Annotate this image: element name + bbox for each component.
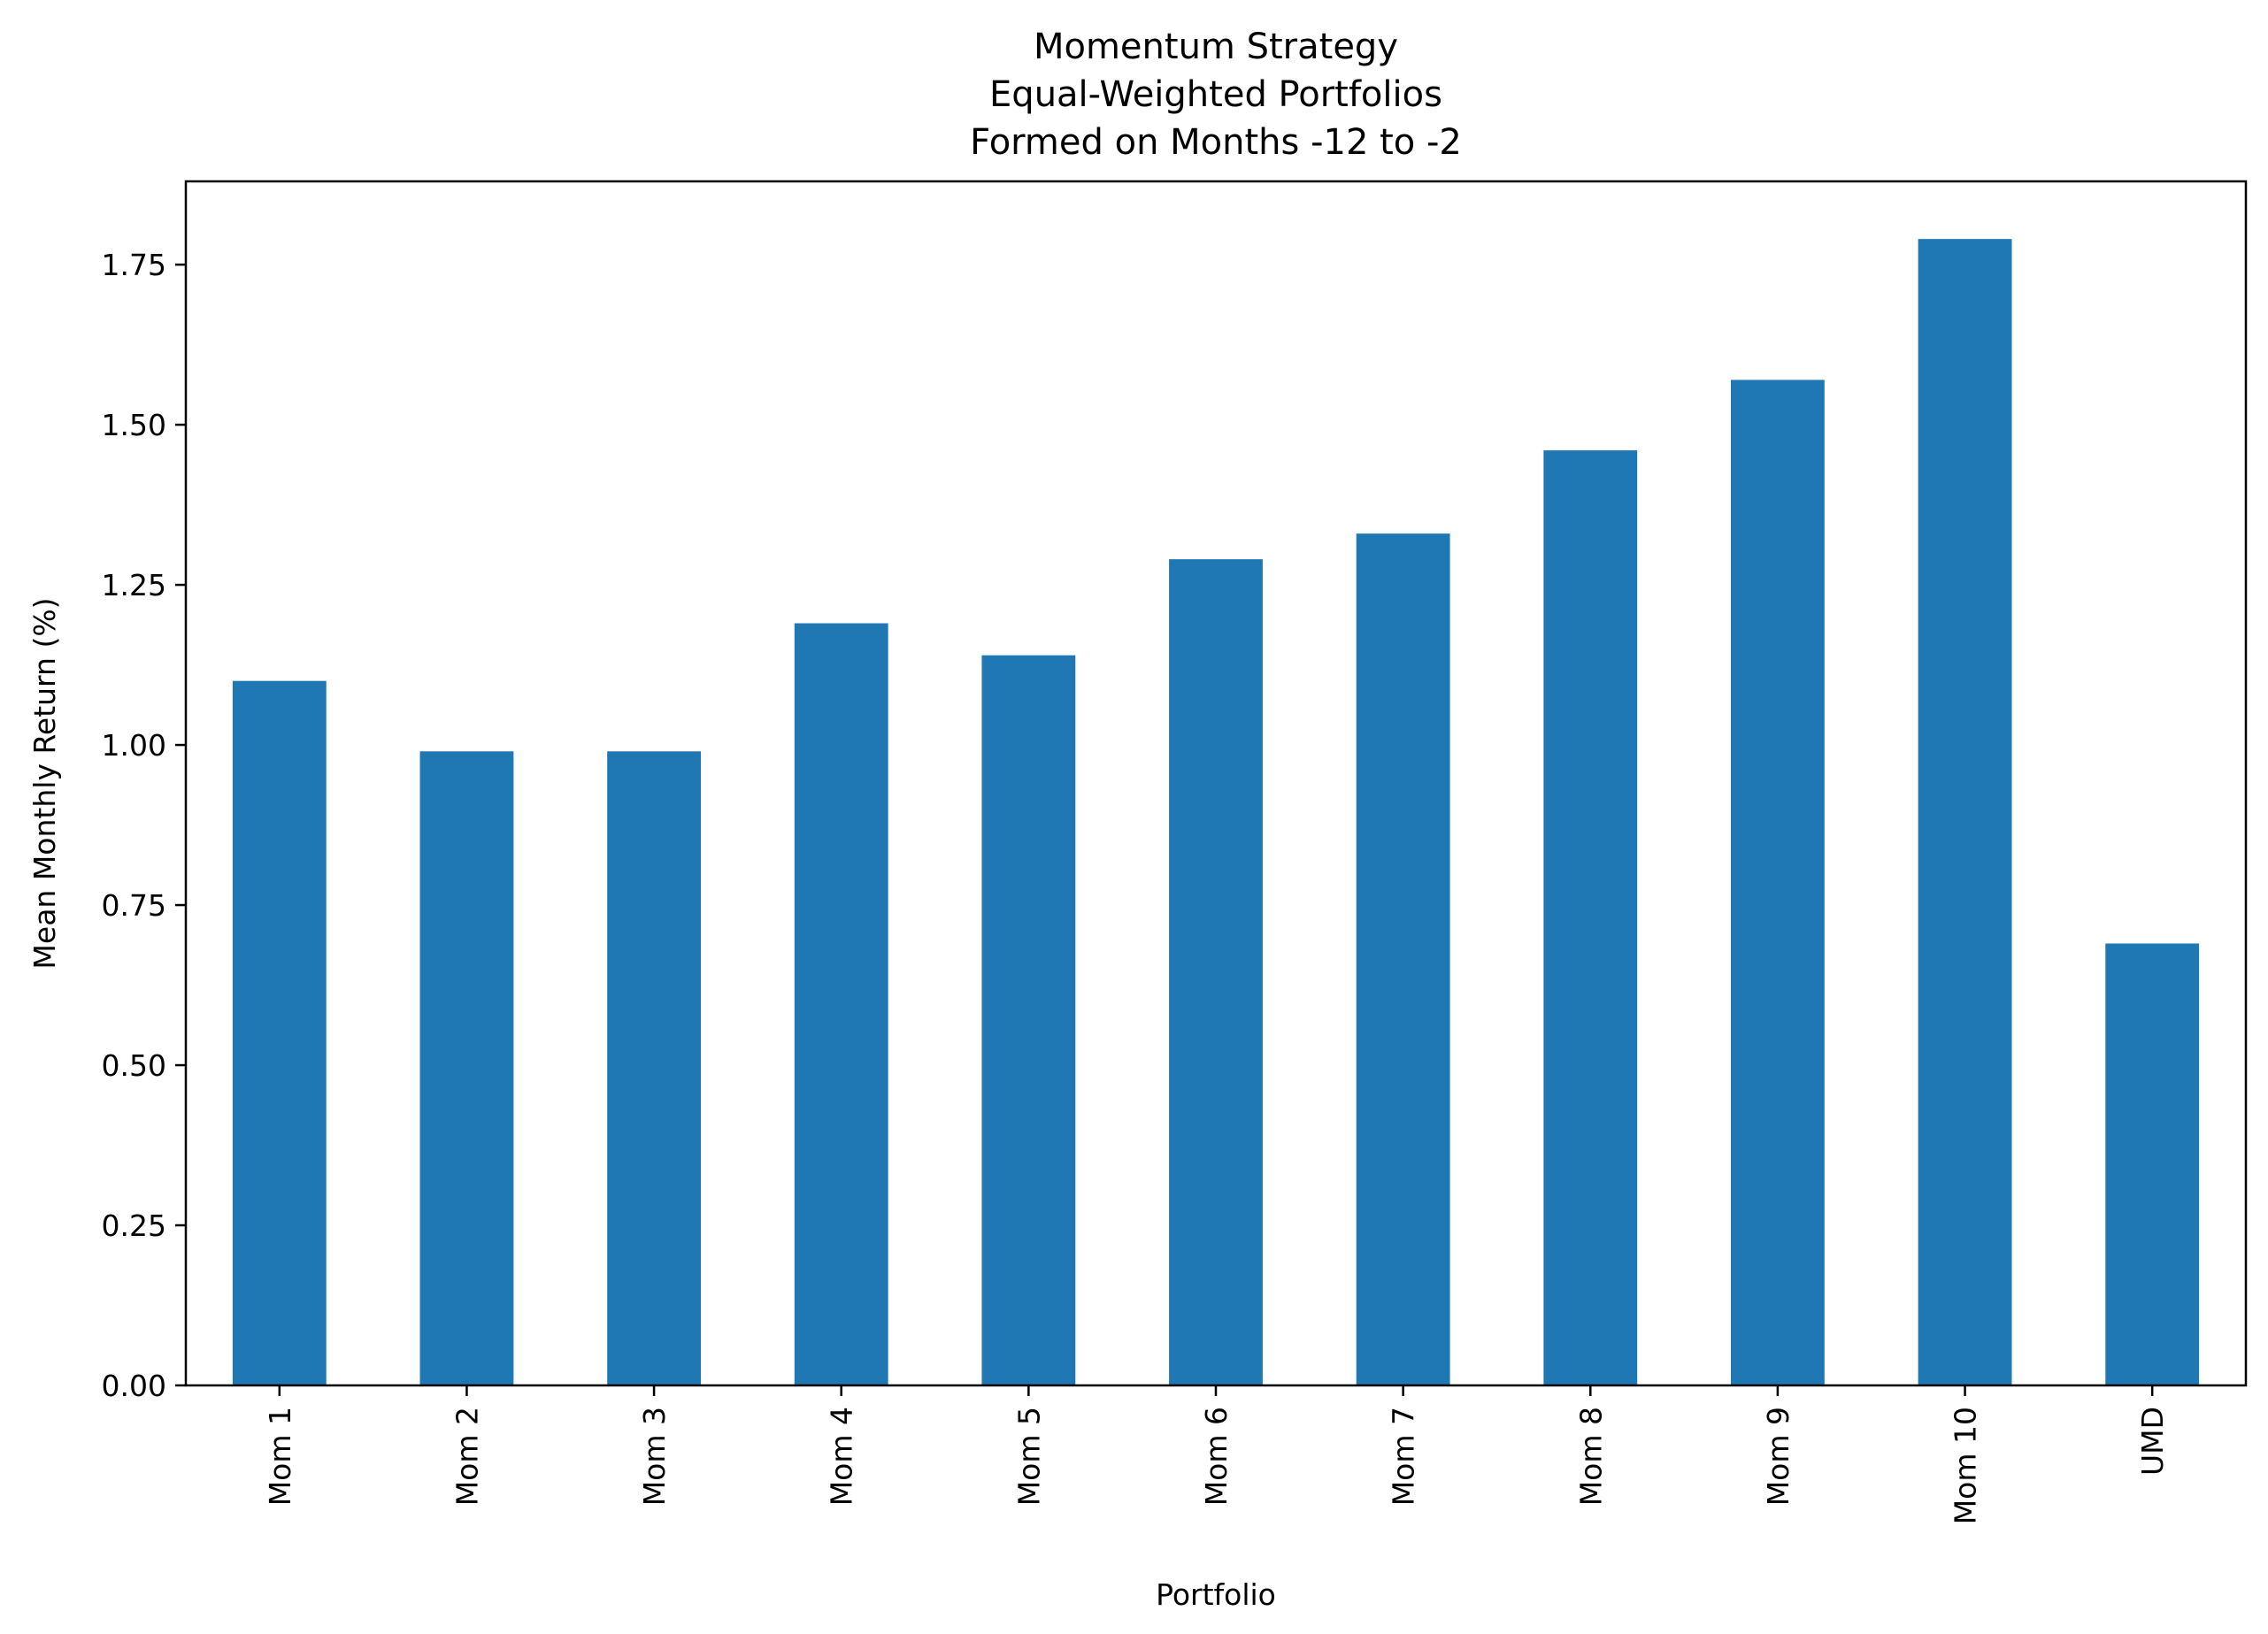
bars (232, 239, 2200, 1386)
x-tick-label: Mom 8 (1573, 1407, 1608, 1506)
bar-umd (2105, 943, 2200, 1385)
x-tick-label: Mom 10 (1949, 1407, 1983, 1524)
x-tick-label: Mom 9 (1761, 1407, 1795, 1506)
x-tick-label: Mom 7 (1387, 1407, 1421, 1506)
chart-title-line-3: Formed on Months -12 to -2 (970, 122, 1462, 163)
x-tick-label: Mom 1 (263, 1407, 297, 1506)
x-tick-label: Mom 3 (637, 1407, 672, 1506)
y-tick-label: 1.50 (102, 408, 166, 442)
bar-mom-3 (607, 751, 701, 1385)
x-tick-label: Mom 5 (1011, 1407, 1046, 1506)
x-axis-label: Portfolio (1156, 1577, 1276, 1612)
y-tick-label: 1.25 (102, 568, 166, 602)
y-tick-label: 0.25 (102, 1208, 166, 1243)
y-tick-label: 0.50 (102, 1048, 166, 1083)
y-tick-label: 1.75 (102, 248, 166, 282)
x-tick-label: Mom 4 (825, 1407, 859, 1506)
y-tick-label: 0.00 (102, 1369, 166, 1403)
bar-mom-6 (1169, 559, 1263, 1385)
bar-mom-10 (1918, 239, 2012, 1385)
chart-title-line-2: Equal-Weighted Portfolios (989, 74, 1442, 115)
y-tick-label: 0.75 (102, 888, 166, 923)
y-tick-label: 1.00 (102, 728, 166, 763)
bar-mom-5 (981, 655, 1076, 1385)
bar-mom-8 (1543, 450, 1638, 1385)
y-axis: 0.00 0.25 0.50 0.75 1.00 1.25 1.50 1.75 (102, 248, 186, 1403)
chart-title-line-1: Momentum Strategy (1034, 27, 1398, 67)
plot-frame (184, 180, 2248, 1387)
chart-title: Momentum Strategy Equal-Weighted Portfol… (970, 27, 1462, 163)
bar-mom-7 (1356, 533, 1450, 1385)
x-axis: Mom 1 Mom 2 Mom 3 Mom 4 Mom 5 Mom 6 Mom 7 Mom 8… (263, 1385, 2170, 1524)
bar-mom-9 (1731, 380, 1825, 1386)
bar-mom-1 (232, 680, 327, 1385)
x-tick-label: UMD (2135, 1407, 2170, 1476)
x-tick-label: Mom 6 (1199, 1407, 1234, 1506)
bar-mom-2 (419, 751, 514, 1385)
x-tick-label: Mom 2 (450, 1407, 484, 1506)
bar-mom-4 (794, 623, 888, 1385)
y-axis-label: Mean Monthly Return (%) (27, 597, 62, 969)
